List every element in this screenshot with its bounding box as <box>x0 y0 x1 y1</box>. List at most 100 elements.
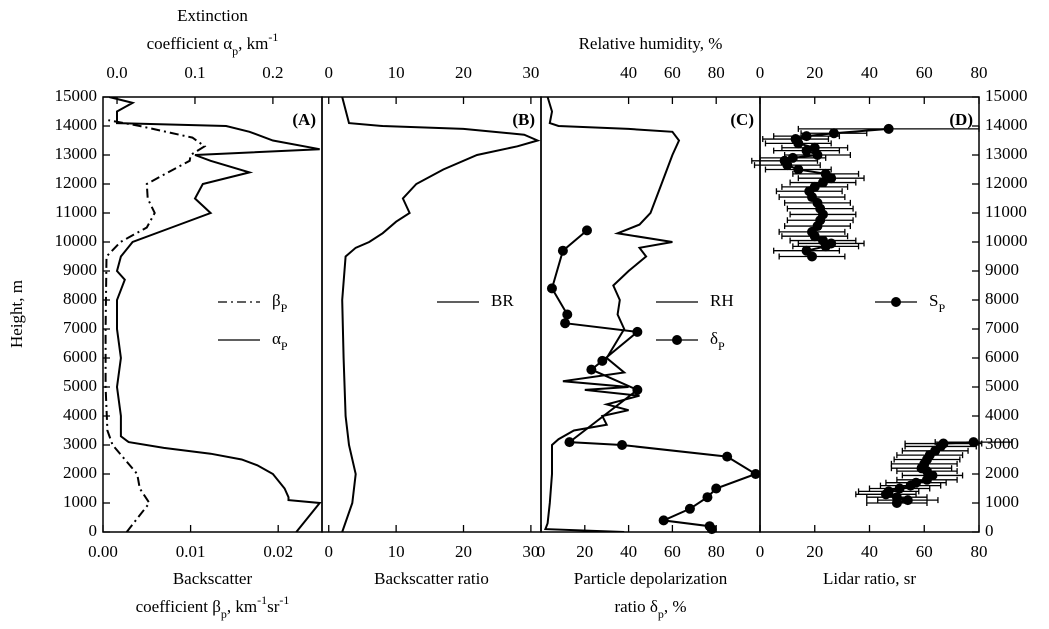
y-tick-label: 5000 <box>63 376 97 395</box>
x2-tick-label: 0 <box>756 63 765 82</box>
plot-area <box>104 97 322 532</box>
axis-title: Backscatter ratio <box>374 569 489 588</box>
data-point <box>684 503 695 514</box>
data-point <box>968 437 979 448</box>
y-tick-label: 8000 <box>985 289 1019 308</box>
y-tick-label: 8000 <box>63 289 97 308</box>
x-tick-label: 20 <box>576 542 593 561</box>
y-tick-label: 10000 <box>55 231 98 250</box>
legend-label-part: β <box>272 291 281 310</box>
y-tick-label: 1000 <box>63 492 97 511</box>
x-tick-label: 0 <box>324 542 333 561</box>
legend-label-part: δ <box>710 329 718 348</box>
legend-label: αP <box>272 329 288 353</box>
axis-title-part: -1 <box>279 593 289 607</box>
y-tick-label: 9000 <box>985 260 1019 279</box>
legend-label: SP <box>929 291 945 315</box>
axis-title-part: -1 <box>257 593 267 607</box>
axis-title-part: Relative humidity, % <box>579 34 723 53</box>
y-tick-label: 0 <box>985 521 994 540</box>
data-point <box>586 364 597 375</box>
data-point <box>632 384 643 395</box>
axis-title: Relative humidity, % <box>579 34 723 53</box>
y-tick-label: 5000 <box>985 376 1019 395</box>
axis-title-part: Backscatter ratio <box>374 569 489 588</box>
data-point <box>787 152 798 163</box>
y-axis-title: Height, m <box>7 280 26 348</box>
data-point <box>807 251 818 262</box>
y-tick-label: 7000 <box>63 318 97 337</box>
data-point <box>826 173 837 184</box>
x2-tick-label: 80 <box>708 63 725 82</box>
axis-title-part: , km <box>227 597 257 616</box>
data-point <box>891 498 902 508</box>
x2-tick-label: 40 <box>861 63 878 82</box>
x-tick-label: 40 <box>861 542 878 561</box>
legend-marker <box>672 335 682 345</box>
data-point <box>902 495 913 506</box>
data-point <box>801 131 812 142</box>
profile-line <box>108 97 322 532</box>
x-tick-label: 0.01 <box>176 542 206 561</box>
data-point <box>883 123 894 134</box>
y-tick-label: 14000 <box>55 115 98 134</box>
data-point <box>581 225 592 236</box>
legend-label: BR <box>491 291 514 310</box>
x-tick-label: 20 <box>455 542 472 561</box>
panel-frame <box>540 96 761 533</box>
x-tick-label: 40 <box>620 542 637 561</box>
data-point <box>812 150 823 160</box>
profile-line <box>543 97 681 532</box>
panel-frame <box>759 96 980 533</box>
data-point <box>817 177 828 188</box>
profile-line <box>104 119 207 532</box>
x-tick-label: 30 <box>522 542 539 561</box>
legend-label-part: P <box>281 339 288 353</box>
data-point <box>658 515 669 526</box>
x2-tick-label: 0.0 <box>106 63 127 82</box>
x2-tick-label: 60 <box>916 63 933 82</box>
data-point <box>560 318 571 329</box>
axis-title-part: coefficient β <box>136 597 221 616</box>
data-point <box>921 474 932 485</box>
y-tick-label: 3000 <box>985 434 1019 453</box>
x-tick-label: 10 <box>388 542 405 561</box>
legend-label-part: P <box>718 339 725 353</box>
panel-label: (B) <box>512 110 535 129</box>
x-tick-label: 0 <box>537 542 546 561</box>
profile-line <box>550 229 758 530</box>
y-tick-label: 15000 <box>55 86 98 105</box>
legend-label-part: RH <box>710 291 734 310</box>
axis-title: Particle depolarization <box>574 569 728 588</box>
y-tick-label: 0 <box>89 521 98 540</box>
x2-tick-label: 60 <box>664 63 681 82</box>
data-point <box>750 469 761 479</box>
x-tick-label: 60 <box>916 542 933 561</box>
plot-area <box>341 97 541 532</box>
data-point <box>597 355 608 366</box>
data-point <box>711 483 722 494</box>
y-tick-label: 12000 <box>55 173 98 192</box>
axis-title-part: coefficient α <box>147 34 233 53</box>
data-point <box>828 128 839 139</box>
y-tick-label: 2000 <box>985 463 1019 482</box>
x-tick-label: 0 <box>756 542 765 561</box>
data-point <box>894 483 905 494</box>
legend-label: RH <box>710 291 734 310</box>
axis-title-part: Backscatter <box>173 569 253 588</box>
axis-title-part: ratio δ <box>614 597 657 616</box>
y-tick-label: 13000 <box>55 144 98 163</box>
data-point <box>722 451 733 462</box>
panel-label: (D) <box>949 110 973 129</box>
data-point <box>801 145 812 156</box>
y-tick-label: 4000 <box>985 405 1019 424</box>
y-tick-label: 2000 <box>63 463 97 482</box>
data-point <box>632 326 643 337</box>
y-tick-label: 10000 <box>985 231 1028 250</box>
data-point <box>557 245 568 256</box>
data-point <box>880 489 891 500</box>
axis-title-part: Lidar ratio, sr <box>823 569 916 588</box>
data-point <box>809 231 820 242</box>
axis-title-part: p <box>232 44 238 58</box>
x2-tick-label: 0.1 <box>184 63 205 82</box>
